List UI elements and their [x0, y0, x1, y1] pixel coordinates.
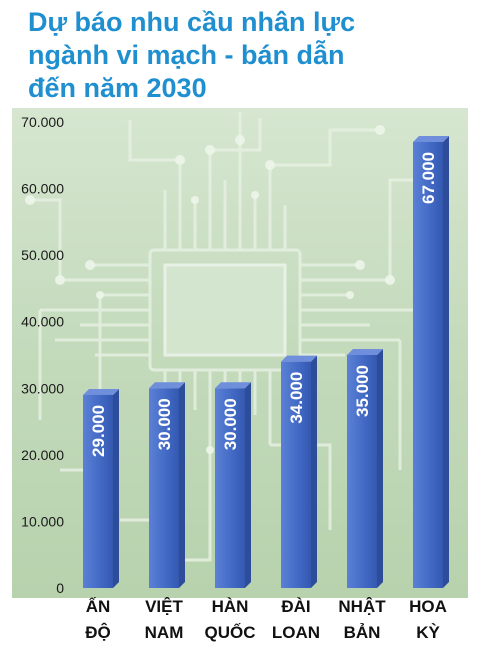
title-line-3: đến năm 2030: [28, 73, 207, 103]
bar: [281, 361, 311, 588]
bar-top: [347, 349, 383, 355]
y-tick-label: 60.000: [21, 181, 64, 197]
x-tick-label: HOA: [409, 597, 447, 616]
bar: [149, 388, 179, 588]
title-line-2: ngành vi mạch - bán dẫn: [28, 40, 345, 70]
y-tick-label: 0: [56, 580, 64, 596]
y-tick-label: 70.000: [21, 114, 64, 130]
y-tick-label: 10.000: [21, 513, 64, 529]
bar: [83, 394, 113, 588]
x-tick-label: KỲ: [416, 623, 440, 642]
bar-side: [311, 355, 317, 588]
x-tick-label: HÀN: [212, 597, 249, 616]
bar-side: [179, 382, 185, 588]
bar-top: [83, 388, 119, 395]
y-tick-label: 20.000: [21, 447, 64, 463]
x-tick-label: LOAN: [272, 623, 320, 642]
x-tick-label: VIỆT: [145, 597, 183, 616]
bar-top: [149, 382, 185, 389]
bars: 29.000 30.000 30.000 34.000 35.000 67.000: [83, 135, 449, 588]
bar-value-label: 67.000: [419, 152, 438, 204]
x-tick-label: NHẬT: [338, 597, 386, 616]
x-tick-label: ĐÀI: [281, 597, 310, 616]
x-tick-label: QUỐC: [205, 622, 256, 642]
title-line-1: Dự báo nhu cầu nhân lực: [28, 7, 356, 37]
x-tick-label: ĐỘ: [85, 623, 111, 642]
bar-side: [113, 388, 119, 588]
x-tick-label: ẤN: [86, 597, 111, 616]
y-tick-label: 40.000: [21, 314, 64, 330]
bar: [215, 388, 245, 588]
bar: [413, 141, 443, 588]
bar-value-label: 30.000: [221, 398, 240, 450]
bar-top: [281, 355, 317, 362]
x-tick-label: NAM: [145, 623, 184, 642]
bar-value-label: 30.000: [155, 398, 174, 450]
y-tick-label: 50.000: [21, 247, 64, 263]
bar-side: [377, 349, 383, 588]
bar: [347, 355, 377, 588]
y-axis: 0 10.000 20.000 30.000 40.000 50.000 60.000 70.…: [21, 114, 64, 596]
bar-side: [443, 135, 449, 588]
bar-side: [245, 382, 251, 588]
bar-value-label: 35.000: [353, 365, 372, 417]
bar-value-label: 29.000: [89, 405, 108, 457]
bar-top: [413, 135, 449, 142]
x-tick-label: BẢN: [344, 623, 381, 642]
bar-value-label: 34.000: [287, 372, 306, 424]
y-tick-label: 30.000: [21, 380, 64, 396]
chart-title: Dự báo nhu cầu nhân lực ngành vi mạch - …: [28, 6, 468, 105]
x-axis: ẤN ĐỘ VIỆT NAM HÀN QUỐC ĐÀI LOAN NHẬT BẢN HOA KỲ: [85, 597, 447, 642]
bar-top: [215, 382, 251, 389]
